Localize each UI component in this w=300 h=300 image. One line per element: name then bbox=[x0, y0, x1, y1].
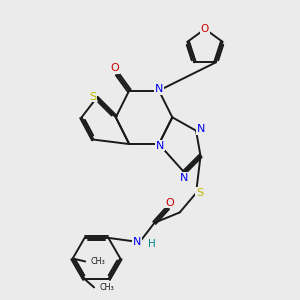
Text: O: O bbox=[110, 63, 119, 73]
Text: N: N bbox=[180, 172, 188, 183]
Text: H: H bbox=[148, 238, 156, 249]
Text: CH₃: CH₃ bbox=[100, 283, 114, 292]
Text: N: N bbox=[156, 140, 165, 151]
Text: N: N bbox=[197, 124, 206, 134]
Text: S: S bbox=[196, 188, 203, 198]
Text: CH₃: CH₃ bbox=[91, 257, 105, 266]
Text: O: O bbox=[201, 24, 209, 34]
Text: N: N bbox=[155, 84, 163, 94]
Text: S: S bbox=[89, 92, 97, 101]
Text: O: O bbox=[165, 198, 174, 208]
Text: N: N bbox=[133, 237, 141, 247]
